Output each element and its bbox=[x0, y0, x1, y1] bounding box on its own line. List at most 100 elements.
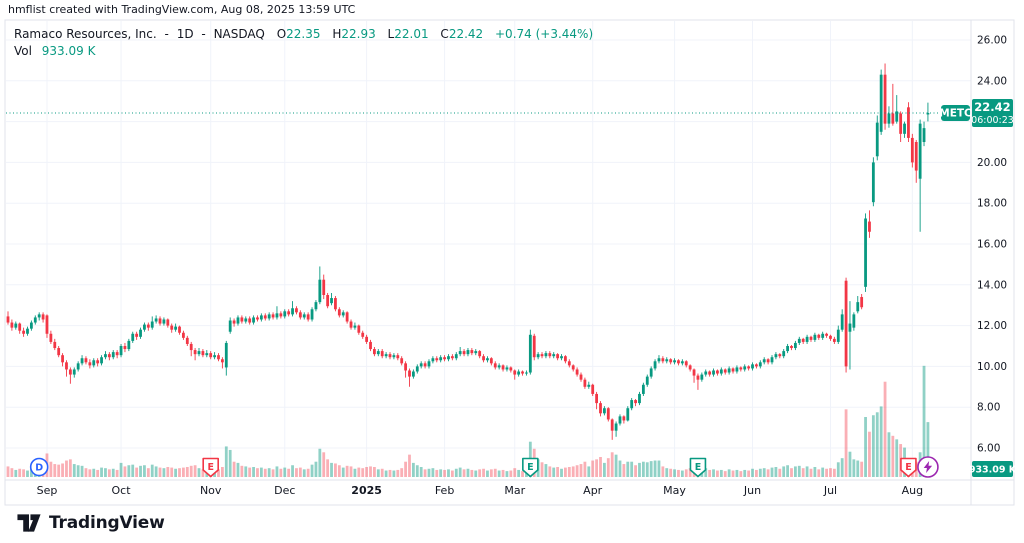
candle-body bbox=[871, 162, 875, 203]
marker-letter: E bbox=[207, 462, 214, 473]
volume-bar bbox=[131, 464, 135, 477]
candle-body bbox=[521, 371, 524, 374]
candle-body bbox=[458, 351, 462, 355]
candle-body bbox=[501, 365, 505, 370]
candle-body bbox=[104, 354, 107, 358]
volume-bar bbox=[895, 439, 899, 477]
time-tick-label: Feb bbox=[435, 484, 454, 497]
chart-legend: Ramaco Resources, Inc. - 1D - NASDAQ O22… bbox=[14, 26, 593, 60]
candle-body bbox=[415, 366, 419, 372]
volume-bar bbox=[774, 467, 778, 477]
tradingview-footer[interactable]: TradingView bbox=[16, 508, 165, 538]
candle-body bbox=[505, 367, 509, 370]
candle-body bbox=[423, 363, 427, 367]
time-tick-label: Apr bbox=[583, 484, 603, 497]
low-value: 22.01 bbox=[394, 27, 429, 41]
candle-body bbox=[244, 318, 248, 322]
close-value: 22.42 bbox=[448, 27, 484, 41]
current-price-value: 22.42 bbox=[974, 100, 1010, 114]
volume-bar bbox=[310, 464, 314, 477]
candle-body bbox=[825, 333, 828, 336]
interval-label[interactable]: 1D bbox=[176, 27, 194, 41]
candle-body bbox=[645, 376, 649, 385]
volume-bar bbox=[887, 432, 891, 477]
volume-bar bbox=[813, 467, 817, 477]
volume-bar bbox=[14, 469, 18, 477]
candle-body bbox=[267, 314, 271, 319]
candle-body bbox=[751, 364, 754, 369]
candle-body bbox=[166, 319, 170, 326]
candle-body bbox=[918, 123, 922, 179]
volume-bar bbox=[318, 448, 322, 477]
dividend-marker[interactable]: D bbox=[29, 457, 49, 477]
candle-body bbox=[334, 298, 337, 310]
candle-body bbox=[447, 356, 450, 360]
volume-bar bbox=[419, 467, 423, 477]
volume-bar bbox=[337, 465, 341, 477]
candle-body bbox=[692, 369, 696, 376]
time-tick-label: Mar bbox=[504, 484, 525, 497]
candle-body bbox=[57, 348, 61, 356]
volume-bar bbox=[357, 467, 361, 477]
candle-body bbox=[228, 320, 232, 332]
volume-bar bbox=[560, 468, 563, 477]
candle-body bbox=[174, 326, 178, 330]
volume-bar bbox=[154, 466, 158, 477]
candle-body bbox=[684, 361, 688, 366]
volume-bar bbox=[735, 469, 739, 477]
price-tick-label: 26.00 bbox=[977, 35, 1007, 47]
symbol-tag-text: METC bbox=[939, 108, 972, 120]
candle-body bbox=[384, 354, 388, 357]
candle-body bbox=[626, 408, 630, 421]
volume-bar bbox=[119, 462, 123, 477]
volume-bar bbox=[170, 467, 174, 477]
time-tick-label: May bbox=[663, 484, 686, 497]
volume-axis-value: 933.09 K bbox=[969, 465, 1017, 476]
time-axis[interactable]: Sep Oct Nov Dec 2025 Feb Mar Apr May Jun Jul Aug bbox=[37, 484, 923, 497]
volume-bar bbox=[552, 467, 556, 477]
candle-body bbox=[899, 113, 903, 134]
volume-bar bbox=[423, 469, 427, 477]
candle-body bbox=[797, 338, 801, 343]
volume-bar bbox=[72, 464, 76, 477]
chart-frame bbox=[4, 19, 1015, 506]
candle-body bbox=[189, 343, 193, 351]
legend-row-volume: Vol 933.09 K bbox=[14, 43, 593, 60]
symbol-title[interactable]: Ramaco Resources, Inc. bbox=[14, 27, 157, 41]
volume-bar bbox=[392, 470, 396, 477]
volume-bar bbox=[548, 466, 552, 477]
flash-marker[interactable] bbox=[917, 456, 939, 478]
volume-bar bbox=[232, 461, 236, 477]
earnings-marker[interactable]: E bbox=[522, 457, 539, 478]
candle-body bbox=[45, 315, 49, 334]
volume-bar bbox=[256, 468, 259, 477]
earnings-marker[interactable]: E bbox=[900, 457, 917, 478]
volume-bar bbox=[567, 467, 571, 477]
candle-body bbox=[341, 312, 345, 316]
price-axis[interactable]: 26.00 24.00 20.00 18.00 16.00 14.00 12.00 10.00… bbox=[977, 35, 1007, 455]
earnings-marker[interactable]: E bbox=[689, 457, 707, 478]
volume-value: 933.09 K bbox=[41, 44, 96, 58]
earnings-e-icon bbox=[689, 457, 707, 478]
candle-body bbox=[493, 363, 497, 368]
volume-bar bbox=[447, 469, 450, 477]
volume-bar bbox=[645, 462, 649, 477]
candle-body bbox=[271, 314, 275, 318]
volume-bar bbox=[766, 469, 770, 477]
candle-body bbox=[361, 332, 365, 337]
volume-bar bbox=[283, 467, 287, 477]
candle-body bbox=[205, 353, 209, 356]
candle-body bbox=[135, 333, 139, 337]
candle-body bbox=[283, 311, 287, 317]
candle-body bbox=[369, 341, 372, 350]
candle-body bbox=[813, 334, 817, 340]
volume-bar bbox=[540, 462, 544, 477]
candle-body bbox=[595, 393, 598, 404]
earnings-marker[interactable]: E bbox=[202, 457, 219, 478]
earnings-e-icon bbox=[202, 457, 219, 478]
candle-body bbox=[836, 329, 840, 342]
candle-body bbox=[131, 333, 135, 341]
candle-body bbox=[875, 122, 879, 157]
price-tick-label: 12.00 bbox=[977, 320, 1007, 332]
